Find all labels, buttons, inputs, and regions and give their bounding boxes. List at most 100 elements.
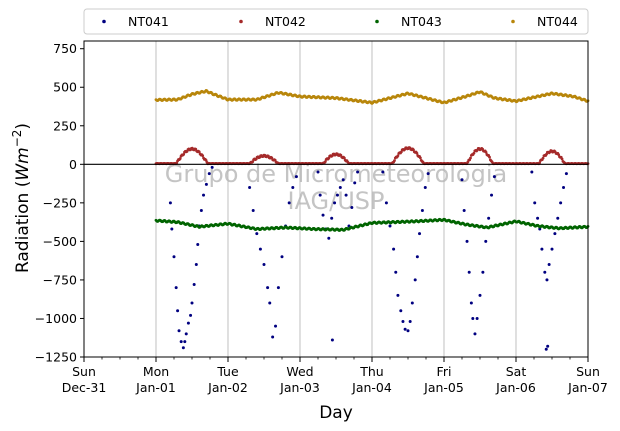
data-point — [183, 340, 187, 344]
data-point — [186, 321, 190, 325]
data-point — [338, 185, 342, 189]
data-point — [545, 278, 549, 282]
x-tick-label-date: Jan-04 — [351, 380, 392, 395]
data-point — [394, 270, 398, 274]
data-point — [564, 172, 568, 176]
data-point — [547, 263, 551, 267]
y-axis-label: Radiation (Wm−2) — [10, 123, 33, 273]
data-point — [384, 201, 388, 205]
data-point — [181, 346, 185, 350]
legend-marker — [511, 19, 515, 24]
data-point — [178, 157, 182, 160]
data-point — [350, 205, 354, 209]
data-point — [478, 293, 482, 297]
data-point — [258, 247, 262, 251]
series-NT043 — [154, 217, 590, 232]
data-point — [556, 216, 560, 220]
x-tick-label-date: Jan-02 — [207, 380, 248, 395]
legend-marker — [375, 19, 379, 24]
legend-box — [83, 8, 589, 35]
data-point — [403, 327, 407, 331]
y-tick-label: −250 — [43, 195, 77, 210]
data-point — [196, 242, 200, 246]
data-point — [294, 175, 298, 179]
data-point — [381, 170, 385, 174]
data-point — [426, 172, 430, 176]
data-point — [388, 224, 392, 228]
x-tick-label-date: Jan-01 — [135, 380, 176, 395]
y-tick-label: 750 — [53, 41, 77, 56]
watermark-line-2: IAG/USP — [287, 187, 384, 215]
data-point — [199, 209, 203, 213]
y-tick-label: 250 — [53, 118, 77, 133]
data-point — [492, 175, 496, 179]
data-point — [481, 270, 485, 274]
series-NT041 — [168, 165, 568, 351]
y-axis-label-close: ) — [13, 123, 33, 130]
data-point — [204, 182, 208, 186]
data-point — [475, 316, 479, 320]
x-tick-label-day: Wed — [286, 364, 313, 379]
data-point — [396, 293, 400, 297]
data-point — [467, 270, 471, 274]
data-point — [473, 332, 477, 336]
legend-marker — [239, 19, 243, 24]
data-point — [546, 344, 550, 348]
data-point — [342, 156, 346, 160]
x-tick-label-day: Fri — [437, 364, 452, 379]
data-point — [287, 201, 291, 205]
y-tick-label: −750 — [43, 272, 77, 287]
data-point — [484, 150, 488, 154]
data-point — [401, 320, 405, 324]
gridlines — [155, 41, 517, 357]
y-tick-label: −1250 — [35, 350, 77, 365]
legend-label: NT044 — [537, 14, 578, 29]
data-point — [184, 332, 188, 336]
data-point — [418, 156, 422, 160]
data-point — [530, 170, 534, 174]
data-point — [182, 152, 186, 156]
data-point — [330, 338, 334, 342]
data-point — [170, 227, 174, 231]
data-point — [189, 313, 193, 317]
legend-marker — [102, 19, 106, 24]
data-point — [202, 193, 206, 197]
data-point — [197, 150, 201, 154]
data-point — [255, 232, 259, 236]
data-point — [536, 216, 540, 220]
data-point — [248, 185, 252, 189]
data-point — [541, 156, 545, 160]
data-point — [543, 270, 547, 274]
x-tick-label-day: Mon — [143, 364, 169, 379]
data-point — [271, 335, 275, 339]
data-point — [266, 286, 270, 290]
data-point — [321, 213, 325, 217]
y-tick-label: 0 — [69, 157, 77, 172]
data-point — [176, 309, 180, 313]
x-axis: SunDec-31MonJan-01TueJan-02WedJan-03ThuJ… — [62, 357, 608, 395]
data-point — [538, 161, 542, 165]
y-axis-label-unit: Wm — [13, 147, 33, 180]
y-tick-label: 500 — [53, 80, 77, 95]
x-tick-label-date: Jan-06 — [495, 380, 536, 395]
legend-label: NT042 — [265, 14, 306, 29]
data-point — [207, 172, 211, 176]
data-point — [550, 247, 554, 251]
legend-label: NT043 — [401, 14, 442, 29]
data-point — [423, 185, 427, 189]
data-point — [544, 347, 548, 351]
data-point — [413, 278, 417, 282]
data-point — [471, 316, 475, 320]
data-point — [560, 157, 564, 161]
data-point — [415, 151, 419, 155]
y-axis-label-exponent: −2 — [10, 130, 24, 148]
data-point — [210, 165, 214, 169]
data-point — [353, 181, 357, 185]
data-point — [318, 193, 322, 197]
data-point — [469, 301, 473, 305]
data-point — [341, 178, 345, 182]
x-tick-label-date: Jan-03 — [279, 380, 320, 395]
data-point — [262, 263, 266, 267]
data-point — [190, 301, 194, 305]
